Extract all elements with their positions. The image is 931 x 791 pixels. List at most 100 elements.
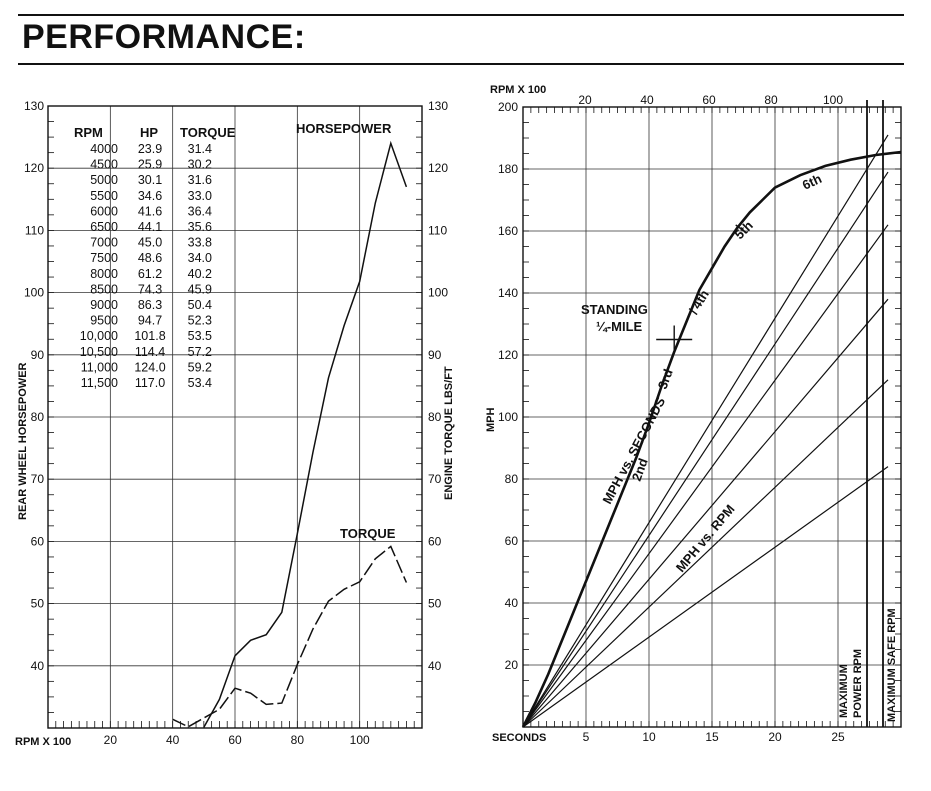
power-rpm-label: POWER RPM [852, 649, 864, 718]
right-x2-axis-title: RPM X 100 [490, 84, 546, 96]
table-cell-hp: 94.7 [138, 314, 162, 328]
left-x-tick-label: 80 [291, 733, 305, 747]
left-y-tick-label: 130 [24, 99, 44, 113]
right-y-tick-label: 140 [498, 286, 518, 300]
left-y2-tick-label: 100 [428, 286, 448, 300]
table-header: TORQUE [180, 125, 236, 140]
right-x-tick-label: 15 [705, 730, 719, 744]
table-cell-torque: 35.6 [188, 220, 212, 234]
table-cell-hp: 114.4 [135, 345, 165, 359]
table-cell-torque: 53.5 [188, 329, 212, 343]
table-cell-torque: 31.6 [188, 173, 212, 187]
table-cell-rpm: 11,500 [81, 376, 118, 390]
left-y-tick-label: 110 [25, 223, 44, 237]
right-x2-tick-label: 80 [764, 93, 778, 107]
left-x-tick-labels: 20 40 60 80 100 [104, 733, 370, 747]
table-cell-rpm: 4500 [90, 158, 118, 172]
title-top-rule [18, 14, 904, 16]
table-cell-hp: 34.6 [138, 189, 162, 203]
standing-label: STANDING [581, 302, 648, 317]
right-x-tick-labels: 5 10 15 20 25 [583, 730, 845, 744]
table-cell-rpm: 5000 [90, 173, 118, 187]
mph-vs-rpm-line [522, 466, 889, 728]
left-y2-tick-labels: 40 50 60 70 80 90 100 110 120 130 [428, 99, 448, 673]
table-header: RPM [74, 125, 103, 140]
table-cell-hp: 44.1 [138, 220, 162, 234]
gear-shift-mark [688, 308, 698, 316]
right-x2-tick-label: 100 [823, 93, 843, 107]
left-axis-ticks [47, 105, 423, 729]
mph-vs-rpm-line [522, 379, 889, 728]
mph-vs-seconds-label: MPH vs. SECONDS [599, 394, 668, 506]
table-cell-hp: 23.9 [138, 142, 162, 156]
gear-label-2nd: 2nd [629, 456, 651, 483]
table-cell-torque: 59.2 [188, 360, 212, 374]
right-x2-tick-label: 40 [640, 93, 654, 107]
table-cell-hp: 41.6 [138, 204, 162, 218]
table-cell-torque: 40.2 [188, 267, 212, 281]
left-x-tick-label: 20 [104, 733, 118, 747]
table-cell-hp: 74.3 [138, 282, 162, 296]
right-x2-tick-label: 60 [702, 93, 716, 107]
table-cell-rpm: 11,000 [81, 360, 118, 374]
maximum-safe-rpm-label: MAXIMUM SAFE RPM [886, 608, 898, 722]
table-cell-hp: 117.0 [135, 376, 165, 390]
mph-vs-rpm-lines [522, 134, 889, 728]
table-cell-rpm: 8500 [90, 282, 118, 296]
left-x-tick-label: 100 [350, 733, 370, 747]
rpm-hp-torque-table: RPM HP TORQUE 4000 23.9 31.4 4500 25.9 30.2 5000 3… [74, 125, 236, 390]
page-title: PERFORMANCE: [22, 18, 306, 56]
right-x2-tick-label: 20 [578, 93, 592, 107]
mph-vs-rpm-line [522, 134, 889, 728]
left-y2-tick-label: 110 [428, 223, 447, 237]
left-series [172, 140, 408, 728]
table-cell-torque: 31.4 [188, 142, 212, 156]
table-cell-hp: 45.0 [138, 236, 162, 250]
left-y2-tick-label: 120 [428, 161, 448, 175]
torque-label: TORQUE [340, 526, 396, 541]
right-axis-ticks [522, 106, 902, 728]
right-x-tick-label: 20 [768, 730, 782, 744]
table-cell-torque: 33.8 [188, 236, 212, 250]
table-cell-torque: 53.4 [188, 376, 212, 390]
table-cell-torque: 45.9 [188, 282, 212, 296]
left-x-tick-label: 40 [166, 733, 180, 747]
mph-vs-rpm-line [522, 171, 889, 728]
right-grid [523, 106, 901, 727]
table-cell-rpm: 6500 [90, 220, 118, 234]
left-y2-tick-label: 90 [428, 348, 442, 362]
table-header: HP [140, 125, 158, 140]
left-y-tick-label: 60 [31, 534, 45, 548]
right-x-tick-label: 5 [583, 730, 590, 744]
table-cell-hp: 124.0 [134, 360, 165, 374]
left-y2-tick-label: 50 [428, 597, 442, 611]
table-cell-rpm: 4000 [90, 142, 118, 156]
right-y-axis-title: MPH [485, 408, 497, 433]
maximum-label: MAXIMUM [838, 664, 850, 718]
table-cell-torque: 57.2 [188, 345, 212, 359]
right-y-tick-label: 40 [505, 596, 519, 610]
gear-label-6th: 6th [800, 171, 824, 193]
table-cell-torque: 34.0 [188, 251, 212, 265]
gear-label-5th: 5th [732, 218, 756, 242]
left-y-tick-label: 70 [31, 472, 45, 486]
right-y-tick-label: 120 [498, 348, 518, 362]
quarter-mile-label: ¼-MILE [596, 319, 643, 334]
right-x-axis-title: SECONDS [492, 732, 546, 744]
right-y-tick-label: 100 [498, 410, 518, 424]
left-y-tick-label: 90 [31, 348, 45, 362]
right-y-tick-label: 200 [498, 100, 518, 114]
table-cell-rpm: 7000 [90, 236, 118, 250]
table-cell-rpm: 6000 [90, 204, 118, 218]
right-x-tick-label: 10 [642, 730, 656, 744]
left-y-tick-label: 80 [31, 410, 45, 424]
left-y-tick-label: 120 [24, 161, 44, 175]
table-cell-torque: 33.0 [188, 189, 212, 203]
left-y2-tick-label: 60 [428, 534, 442, 548]
left-x-axis-title: RPM X 100 [15, 736, 71, 748]
table-cell-hp: 48.6 [138, 251, 162, 265]
standing-quarter-marker [656, 325, 693, 354]
max-rpm-lines [866, 100, 884, 727]
right-y-tick-label: 160 [498, 224, 518, 238]
